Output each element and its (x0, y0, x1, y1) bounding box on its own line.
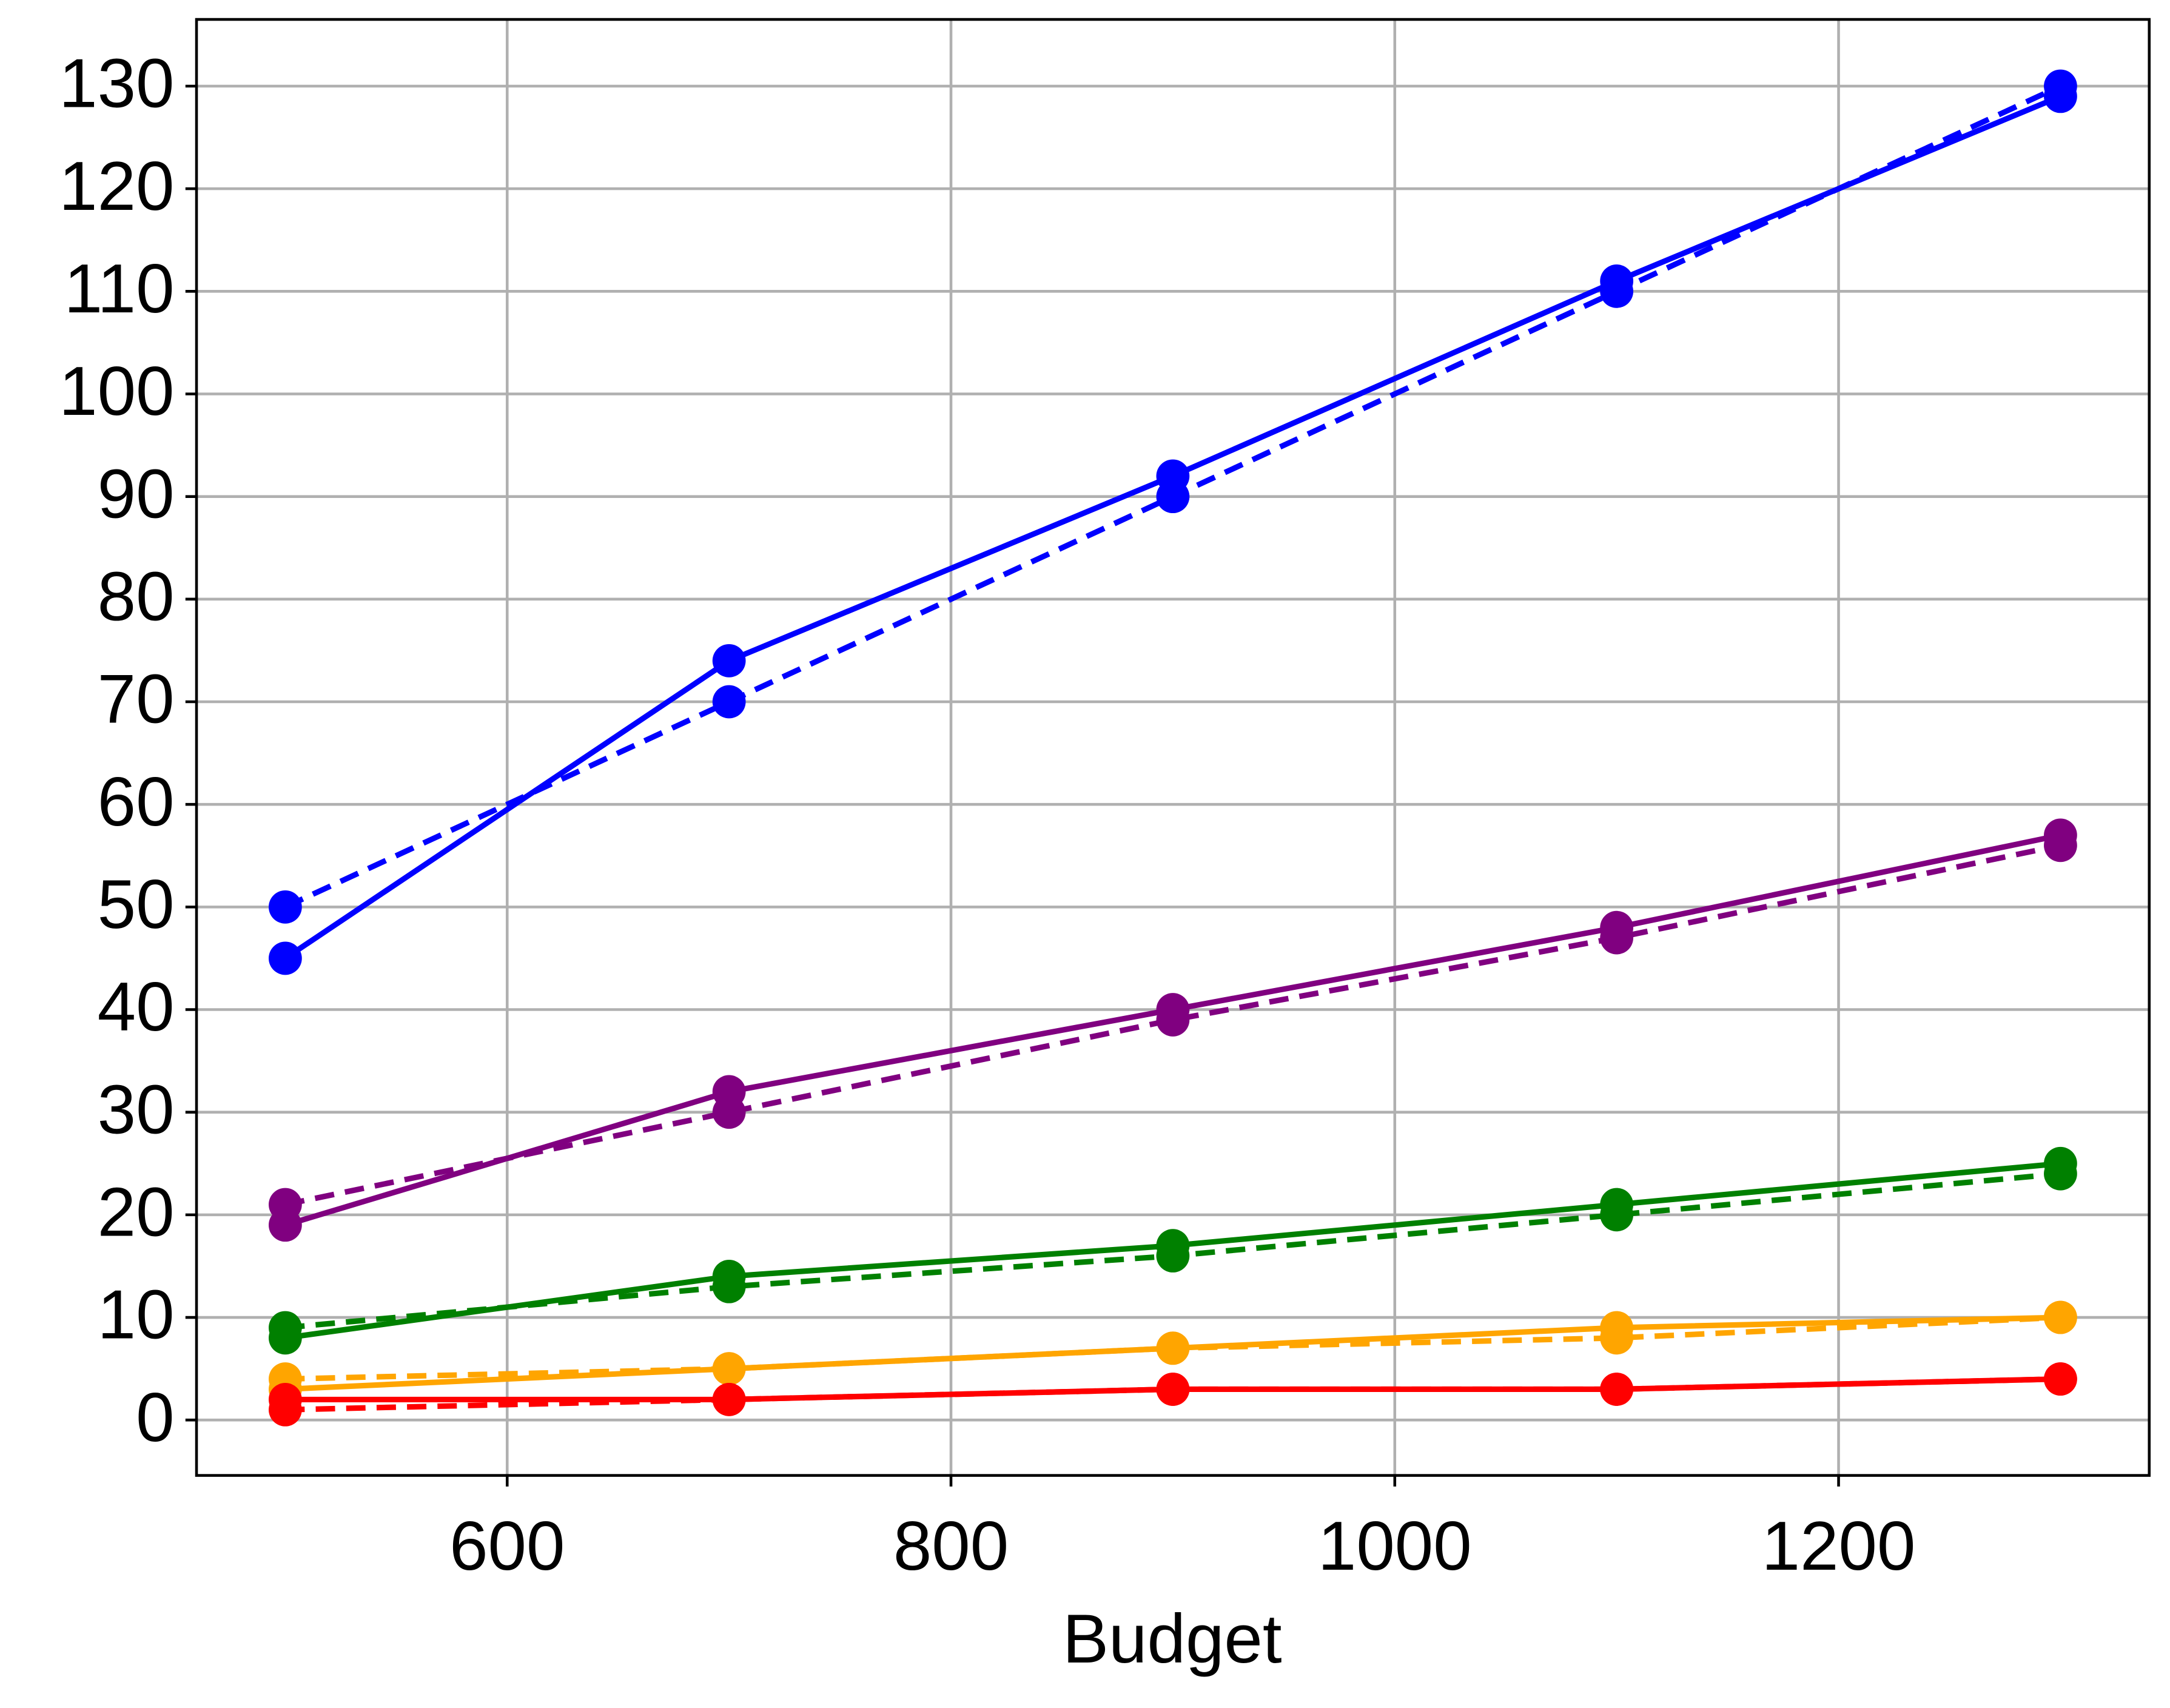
y-tick-label: 80 (98, 559, 175, 636)
data-point (2044, 1157, 2077, 1191)
data-point (1600, 1373, 1634, 1406)
data-point (1156, 1373, 1190, 1406)
data-point (1600, 1198, 1634, 1232)
axes-frame (195, 18, 2151, 1477)
plot-area (268, 69, 2077, 1427)
x-tick-label: 600 (449, 1508, 565, 1585)
data-point (712, 685, 746, 719)
x-axis-label: Budget (1063, 1601, 1282, 1678)
data-point (712, 1269, 746, 1303)
data-point (2044, 69, 2077, 103)
y-tick-label: 0 (136, 1379, 174, 1456)
y-tick-label: 10 (98, 1277, 175, 1354)
y-tick-label: 100 (59, 353, 174, 430)
x-tick-label: 1000 (1318, 1508, 1472, 1585)
y-tick-label: 130 (59, 45, 174, 123)
data-point (268, 1311, 302, 1345)
data-point (1600, 921, 1634, 955)
x-tick-label: 1200 (1762, 1508, 1916, 1585)
data-point (2044, 1300, 2077, 1334)
data-point (1156, 1003, 1190, 1037)
data-point (1156, 1239, 1190, 1273)
data-point (712, 644, 746, 677)
series-line (284, 842, 2061, 1208)
data-point (1156, 480, 1190, 514)
data-point (268, 1188, 302, 1222)
y-tick-label: 20 (98, 1174, 175, 1251)
y-tick-label: 40 (98, 969, 175, 1046)
data-point (712, 1095, 746, 1129)
x-tick-label: 800 (893, 1508, 1009, 1585)
y-tick-label: 120 (59, 148, 174, 225)
y-tick-label: 70 (98, 661, 175, 738)
data-point (2044, 829, 2077, 862)
data-point (712, 1382, 746, 1416)
data-point (268, 941, 302, 975)
data-point (1600, 1321, 1634, 1355)
y-tick-label: 110 (64, 250, 175, 328)
data-point (2044, 1362, 2077, 1396)
data-point (1600, 274, 1634, 308)
y-tick-label: 30 (98, 1071, 175, 1148)
y-tick-label: 50 (98, 866, 175, 943)
y-tick-label: 90 (98, 456, 175, 533)
data-point (712, 1352, 746, 1386)
data-point (268, 890, 302, 924)
labels: 600 800 1000 1200 0 10 20 30 40 50 60 70 80 90 100 110 1… (59, 45, 1915, 1585)
data-point (1156, 1331, 1190, 1365)
series-line (283, 93, 2062, 961)
data-point (268, 1393, 302, 1427)
y-tick-label: 60 (98, 764, 175, 841)
